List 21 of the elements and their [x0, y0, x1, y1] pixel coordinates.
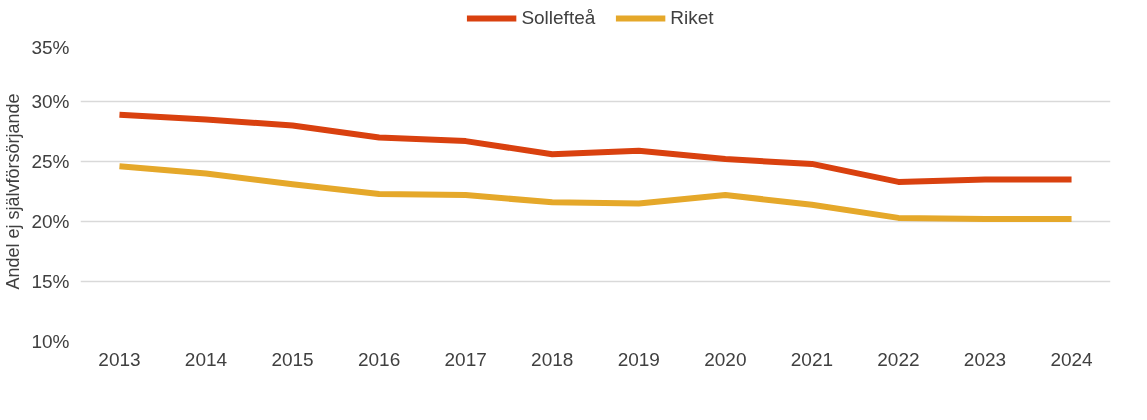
x-tick-label: 2014	[184, 348, 228, 370]
y-tick-label: 35%	[31, 36, 70, 58]
x-tick-label: 2013	[98, 348, 141, 370]
x-tick-label: 2023	[963, 348, 1007, 370]
x-tick-label: 2016	[357, 348, 401, 370]
y-tick-label: 20%	[31, 211, 70, 232]
y-axis-title: Andel ej självförsörjande	[3, 93, 24, 290]
y-tick-label: 15%	[31, 271, 70, 292]
x-tick-label: 2017	[444, 348, 487, 370]
x-tick-label: 2021	[790, 348, 834, 370]
x-tick-label: 2022	[877, 348, 920, 370]
x-tick-label: 2020	[704, 348, 747, 370]
legend-label: Riket	[670, 7, 714, 29]
y-tick-label: 25%	[31, 151, 70, 172]
x-tick-label: 2015	[271, 348, 314, 370]
legend-label: Sollefteå	[521, 7, 596, 29]
x-tick-label: 2018	[531, 348, 574, 370]
y-tick-label: 10%	[31, 331, 70, 352]
x-tick-label: 2024	[1050, 348, 1094, 370]
y-tick-label: 30%	[31, 91, 70, 112]
x-tick-label: 2019	[617, 348, 660, 370]
